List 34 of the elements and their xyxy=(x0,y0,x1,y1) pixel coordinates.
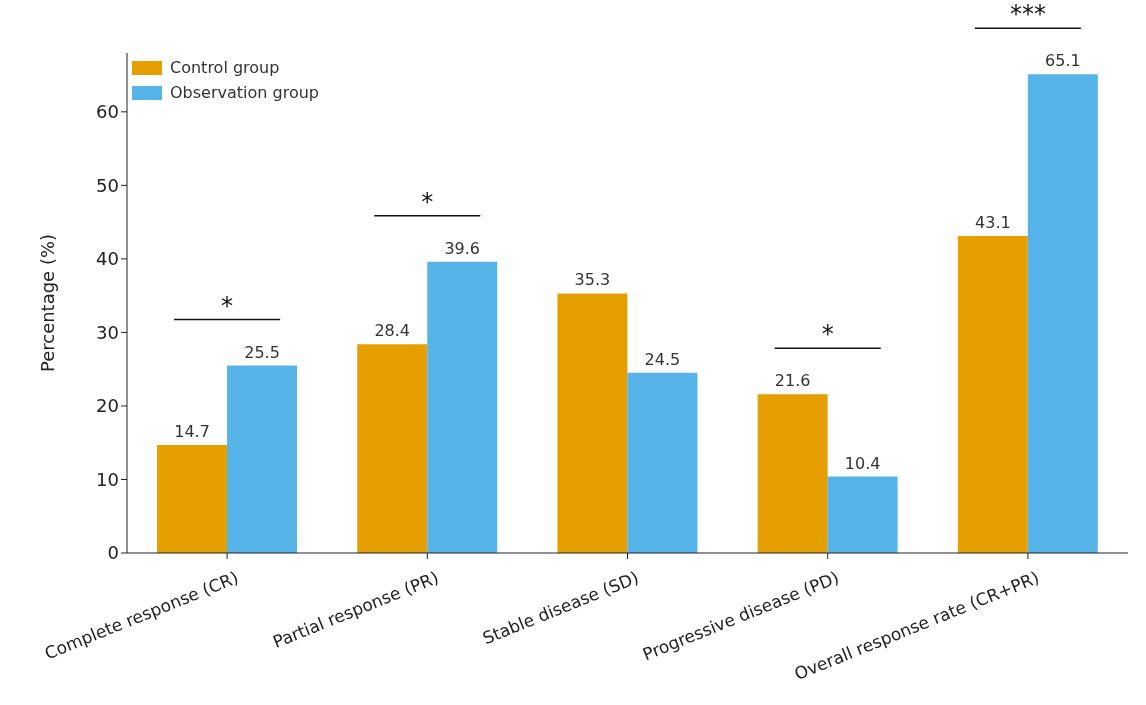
annotation: * xyxy=(221,291,234,320)
data-label: 25.5 xyxy=(244,342,280,362)
legend-label: Observation group xyxy=(170,83,319,102)
y-tick-label: 40 xyxy=(96,248,119,270)
y-tick-label: 60 xyxy=(96,101,119,123)
bar xyxy=(1027,74,1098,553)
y-tick-label: 30 xyxy=(96,321,119,343)
data-label: 10.4 xyxy=(844,453,881,473)
bar xyxy=(957,236,1028,553)
y-tick-label: 50 xyxy=(96,174,119,196)
y-axis-title: Percentage (%) xyxy=(37,233,59,373)
data-label: 65.1 xyxy=(1045,51,1081,71)
y-tick-label: 20 xyxy=(96,395,119,417)
data-label: 24.5 xyxy=(644,349,681,369)
bar xyxy=(557,293,628,553)
bar xyxy=(227,365,298,553)
bar xyxy=(357,344,428,553)
bar xyxy=(757,394,828,553)
data-label: 43.1 xyxy=(975,213,1011,233)
bar xyxy=(827,476,898,553)
y-tick-label: 0 xyxy=(107,542,119,564)
y-tick-label: 10 xyxy=(96,468,119,490)
text: *** xyxy=(1009,0,1046,29)
bar xyxy=(427,261,498,553)
data-label: 14.7 xyxy=(174,421,210,441)
annotation: * xyxy=(821,320,834,349)
bar xyxy=(157,444,228,553)
legend-label: Control group xyxy=(170,58,280,77)
data-label: 39.6 xyxy=(444,238,481,258)
data-label: 35.3 xyxy=(574,270,611,290)
data-label: 21.6 xyxy=(774,371,811,391)
bar xyxy=(627,372,698,553)
data-label: 28.4 xyxy=(374,321,411,341)
annotation: * xyxy=(421,187,434,216)
